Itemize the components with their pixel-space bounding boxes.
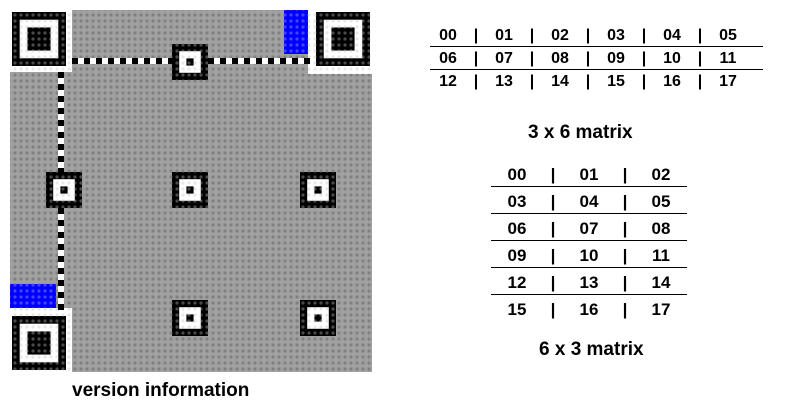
matrix-3x6-cell: 05 [719,27,737,44]
matrix-3x6-cell: 13 [495,73,513,90]
matrix-6x3-cell: 07 [579,219,599,238]
matrix-separator: | [550,219,556,238]
matrix-6x3-row: 15 | 16 | 17 [491,298,687,321]
timing-pattern-vertical [58,72,64,174]
matrix-3x6-cell: 03 [607,27,625,44]
matrix-separator: | [622,246,628,265]
matrix-separator: | [550,165,556,184]
matrix-separator: | [550,300,556,319]
matrix-6x3-cell: 01 [579,165,599,184]
matrix-6x3-row: 09 | 10 | 11 [491,244,687,268]
matrix-3x6-cell: 14 [551,73,569,90]
finder-pattern-top-right [316,12,370,66]
matrix-3x6-row: 00 | 01 | 02 | 03 | 04 | 05 [430,26,763,47]
matrix-6x3-cell: 14 [651,273,671,292]
matrix-3x6-cell: 11 [719,50,737,67]
matrix-separator: | [585,73,591,90]
matrix-6x3-row: 06 | 07 | 08 [491,217,687,241]
matrix-3x6-row: 06 | 07 | 08 | 09 | 10 | 11 [430,49,763,70]
matrix-3x6-cell: 07 [495,50,513,67]
qr-code-diagram [10,10,372,372]
matrix-3x6-cell: 01 [495,27,513,44]
matrix-separator: | [550,246,556,265]
timing-pattern-horizontal [72,58,174,64]
matrix-6x3-cell: 09 [507,246,527,265]
matrix-6x3-cell: 16 [579,300,599,319]
finder-pattern-bottom-left [12,316,66,370]
alignment-pattern [172,172,208,208]
matrix-3x6-cell: 16 [663,73,681,90]
version-information-caption: version information [72,380,250,401]
matrix-3x6-cell: 04 [663,27,681,44]
matrix-separator: | [529,73,535,90]
matrix-6x3-cell: 17 [651,300,671,319]
matrix-separator: | [641,27,647,44]
matrix-separator: | [585,27,591,44]
matrix-6x3-cell: 03 [507,192,527,211]
matrix-separator: | [473,50,479,67]
matrix-6x3-cell: 05 [651,192,671,211]
matrix-separator: | [473,27,479,44]
alignment-pattern [172,300,208,336]
matrix-separator: | [529,27,535,44]
matrix-6x3-cell: 06 [507,219,527,238]
matrix-separator: | [697,73,703,90]
matrix-3x6-cell: 10 [663,50,681,67]
matrix-separator: | [622,165,628,184]
matrix-3x6-cell: 00 [439,27,457,44]
matrix-3x6-cell: 06 [439,50,457,67]
matrix-6x3-caption: 6 x 3 matrix [539,339,644,360]
matrix-3x6-cell: 12 [439,73,457,90]
matrix-separator: | [641,50,647,67]
matrix-3x6-row: 12 | 13 | 14 | 15 | 16 | 17 [430,72,763,92]
version-information-block-bottom-left [10,284,56,308]
alignment-pattern [300,172,336,208]
matrix-separator: | [622,273,628,292]
matrix-3x6-caption: 3 x 6 matrix [528,122,633,143]
matrix-6x3-cell: 15 [507,300,527,319]
finder-pattern-top-left [12,12,66,66]
matrix-6x3-cell: 02 [651,165,671,184]
version-information-block-top-right [284,10,308,54]
matrix-separator: | [529,50,535,67]
alignment-pattern [300,300,336,336]
matrix-3x6-cell: 02 [551,27,569,44]
alignment-pattern [46,172,82,208]
matrix-6x3-cell: 11 [652,246,670,265]
matrix-6x3-cell: 08 [651,219,671,238]
matrix-separator: | [473,73,479,90]
matrix-3x6-cell: 15 [607,73,625,90]
matrix-separator: | [585,50,591,67]
matrix-6x3-row: 12 | 13 | 14 [491,271,687,295]
matrix-separator: | [697,50,703,67]
matrix-3x6-cell: 17 [719,73,737,90]
matrix-separator: | [641,73,647,90]
matrix-separator: | [697,27,703,44]
alignment-pattern [172,44,208,80]
matrix-3x6-cell: 09 [607,50,625,67]
timing-pattern-vertical [58,208,64,310]
matrix-6x3-cell: 00 [507,165,527,184]
matrix-6x3-row: 00 | 01 | 02 [491,163,687,187]
matrix-6x3-cell: 04 [579,192,599,211]
matrix-separator: | [550,273,556,292]
matrix-separator: | [622,219,628,238]
matrix-6x3-cell: 10 [579,246,599,265]
matrix-6x3-cell: 13 [579,273,599,292]
matrix-6x3-row: 03 | 04 | 05 [491,190,687,214]
matrix-separator: | [622,192,628,211]
matrix-separator: | [622,300,628,319]
timing-pattern-horizontal [208,58,310,64]
matrix-separator: | [550,192,556,211]
matrix-6x3-cell: 12 [507,273,527,292]
matrix-3x6-cell: 08 [551,50,569,67]
